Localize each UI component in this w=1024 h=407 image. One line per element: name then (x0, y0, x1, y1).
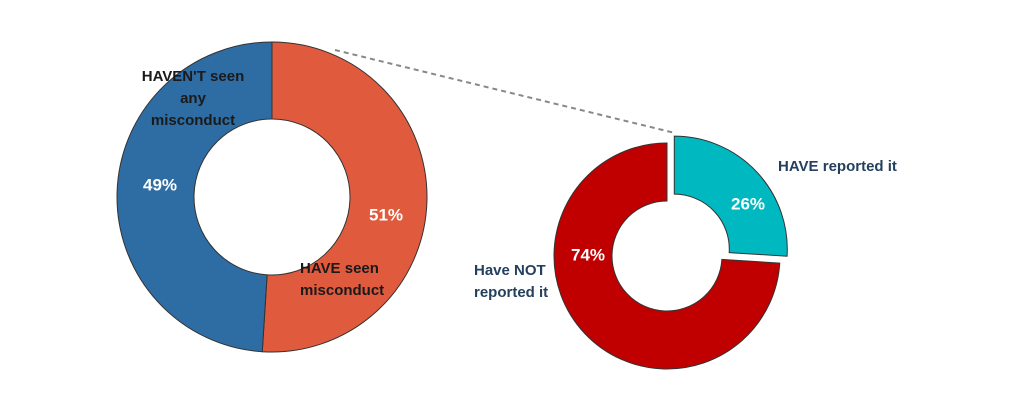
donut-slice (261, 41, 428, 353)
value-label: 26% (731, 194, 765, 213)
value-label: 74% (571, 245, 605, 264)
value-label: 49% (143, 175, 177, 194)
category-label: HAVE reported it (778, 158, 897, 175)
category-label: Have NOT reported it (474, 262, 549, 301)
value-label: 51% (369, 205, 403, 224)
donut-slice (553, 142, 781, 370)
category-label: HAVE seen misconduct (300, 260, 385, 299)
category-label: HAVEN'T seen any misconduct (141, 68, 245, 129)
donut-slice (673, 135, 788, 257)
connector-line (334, 49, 676, 134)
donut-slice (116, 41, 273, 353)
